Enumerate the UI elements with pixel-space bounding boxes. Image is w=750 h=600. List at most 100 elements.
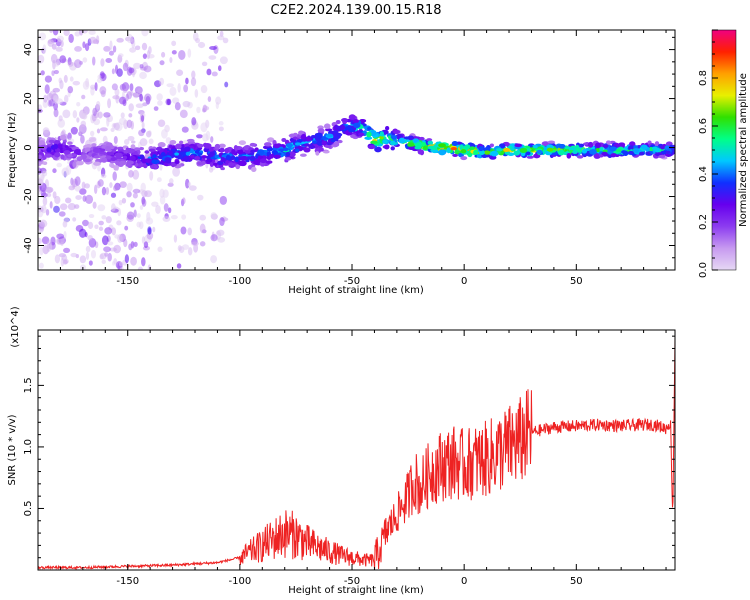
heatmap-cell: [293, 132, 298, 137]
heatmap-cell: [330, 137, 336, 143]
heatmap-cell: [285, 143, 293, 148]
heatmap-cell: [398, 137, 406, 144]
heatmap-cell: [162, 216, 171, 223]
heatmap-cell: [161, 128, 168, 139]
heatmap-cell: [141, 236, 146, 244]
heatmap-cell: [298, 130, 304, 136]
colorbar: 0.0 0.2 0.4 0.6 0.8 Normalized spectral ampl…: [698, 29, 749, 278]
heatmap-cell: [96, 128, 101, 134]
heatmap-cell: [63, 217, 70, 224]
heatmap-cell: [139, 147, 144, 151]
heatmap-cell: [202, 133, 209, 142]
heatmap-cell: [473, 149, 479, 156]
heatmap-cell: [169, 178, 174, 185]
heatmap-cell: [658, 154, 666, 159]
heatmap-cell: [169, 56, 173, 63]
x-tick-label: -150: [116, 576, 139, 587]
heatmap-cell: [134, 45, 141, 51]
heatmap-cell: [203, 143, 212, 149]
heatmap-cell: [197, 161, 203, 166]
heatmap-cell: [39, 219, 48, 228]
heatmap-cell: [139, 154, 145, 160]
heatmap-cell: [56, 162, 63, 168]
heatmap-cell: [268, 154, 274, 159]
heatmap-cell: [469, 146, 476, 150]
heatmap-cell: [44, 153, 53, 158]
heatmap-cell: [219, 195, 228, 205]
heatmap-cell: [601, 151, 608, 156]
heatmap-cell: [114, 88, 120, 96]
heatmap-cell: [525, 151, 531, 156]
heatmap-cell: [478, 146, 484, 152]
heatmap-cell: [265, 160, 273, 164]
heatmap-cell: [139, 93, 143, 102]
heatmap-cell: [303, 147, 311, 153]
heatmap-cell: [348, 114, 356, 120]
heatmap-cell: [65, 165, 72, 176]
heatmap-cell: [326, 133, 334, 138]
heatmap-cell: [278, 148, 285, 152]
heatmap-cell: [115, 160, 121, 166]
heatmap-cell: [110, 127, 115, 132]
heatmap-cell: [60, 40, 64, 48]
colorbar-tick-label: 0.6: [698, 118, 709, 134]
heatmap-cell: [651, 146, 658, 150]
heatmap-cell: [54, 254, 61, 264]
heatmap-cell: [266, 147, 273, 152]
heatmap-cell: [353, 122, 361, 129]
heatmap-cell: [605, 140, 612, 146]
heatmap-cell: [572, 150, 578, 154]
heatmap-cell: [81, 94, 86, 100]
heatmap-cell: [88, 237, 97, 248]
heatmap-cell: [112, 261, 116, 266]
heatmap-cell: [126, 211, 135, 220]
heatmap-cell: [56, 233, 65, 239]
colorbar-tick-label: 0.0: [698, 262, 709, 278]
heatmap-cell: [174, 152, 180, 156]
heatmap-cell: [271, 147, 279, 151]
heatmap-cell: [127, 148, 136, 153]
heatmap-cell: [210, 136, 214, 143]
heatmap-cell: [519, 147, 528, 153]
heatmap-cell: [589, 149, 597, 155]
heatmap-cell: [633, 145, 638, 149]
heatmap-cell: [38, 154, 43, 159]
heatmap-cell: [639, 151, 645, 156]
heatmap-cell: [130, 202, 135, 208]
heatmap-cell: [219, 56, 228, 65]
heatmap-cell: [100, 173, 107, 179]
heatmap-cell: [303, 143, 311, 147]
heatmap-cell: [324, 144, 332, 149]
heatmap-cell: [130, 256, 137, 266]
heatmap-cell: [95, 100, 101, 110]
heatmap-cell: [145, 159, 151, 164]
heatmap-cell: [187, 247, 193, 256]
heatmap-cell: [132, 192, 138, 199]
heatmap-cell: [152, 226, 156, 233]
heatmap-cell: [546, 147, 554, 152]
heatmap-cell: [132, 188, 141, 194]
heatmap-cell: [45, 208, 50, 216]
heatmap-cell: [179, 151, 186, 156]
heatmap-cell: [147, 130, 152, 136]
heatmap-cell: [317, 128, 325, 133]
heatmap-cell: [157, 142, 166, 148]
heatmap-cell: [141, 30, 149, 37]
heatmap-cell: [141, 158, 147, 163]
heatmap-cell: [169, 140, 177, 145]
heatmap-cell: [42, 44, 47, 55]
heatmap-cell: [504, 151, 510, 155]
heatmap-cell: [63, 230, 67, 239]
heatmap-cell: [148, 46, 152, 55]
heatmap-cell: [110, 192, 117, 198]
heatmap-cell: [84, 43, 90, 52]
heatmap-cell: [141, 257, 146, 267]
heatmap-cell: [130, 144, 136, 150]
heatmap-cell: [87, 234, 93, 241]
heatmap-cell: [615, 148, 622, 153]
y-tick-label: -40: [23, 237, 34, 253]
heatmap-cell: [113, 135, 118, 145]
heatmap-cell: [316, 140, 324, 146]
heatmap-cell: [63, 150, 71, 155]
heatmap-cell: [101, 215, 107, 220]
